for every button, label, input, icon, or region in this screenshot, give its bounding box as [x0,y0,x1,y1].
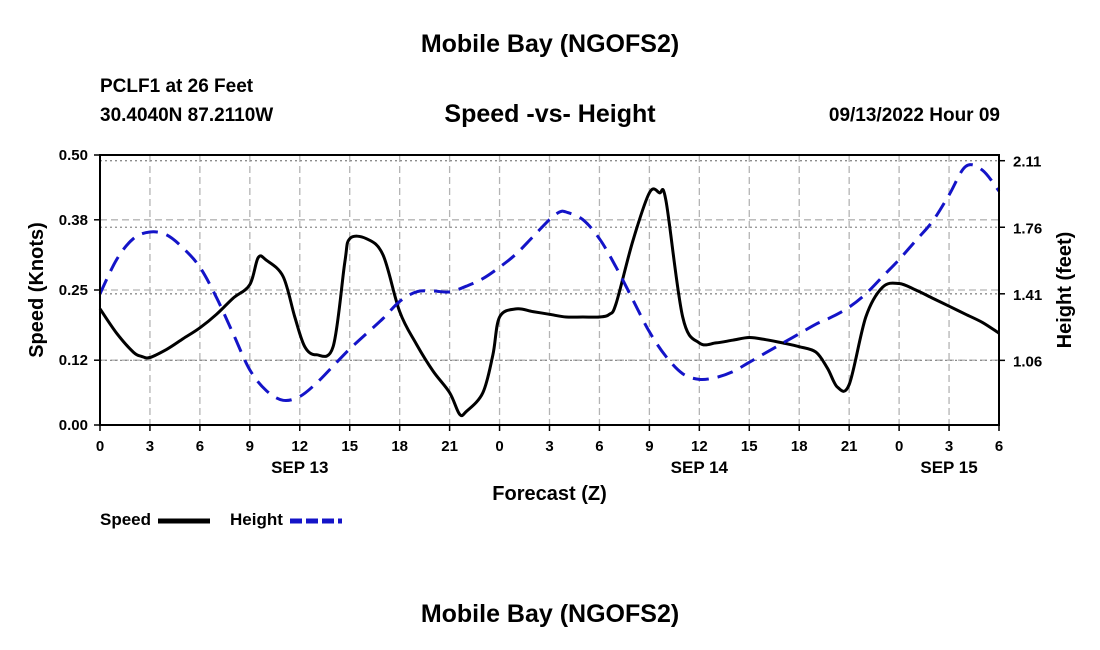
x-tick-label: 0 [495,438,503,455]
x-tick-label: 6 [995,438,1003,455]
x-tick-label: 12 [291,438,308,455]
x-tick-label: 0 [895,438,903,455]
day-label: SEP 14 [671,458,729,477]
x-tick-label: 3 [545,438,553,455]
series-line-height [98,163,1001,403]
legend: Speed Height [100,510,342,529]
x-tick-label: 21 [841,438,858,455]
y-left-tick-label: 0.00 [59,417,88,434]
station-coordinates: 30.4040N 87.2110W [100,105,274,126]
legend-label-speed: Speed [100,510,151,529]
y-right-tick-label: 1.76 [1013,220,1042,237]
x-tick-label: 21 [441,438,458,455]
y-right-tick-label: 1.41 [1013,287,1042,304]
y-left-tick-label: 0.38 [59,212,88,229]
legend-label-height: Height [230,510,283,529]
chart-title: Speed -vs- Height [444,100,656,128]
x-axis-label: Forecast (Z) [492,483,606,505]
x-tick-label: 3 [945,438,953,455]
x-tick-label: 6 [595,438,603,455]
x-tick-label: 6 [196,438,204,455]
y-axis-left-label: Speed (Knots) [26,222,48,358]
forecast-date-stamp: 09/13/2022 Hour 09 [828,105,1000,126]
x-tick-label: 18 [791,438,808,455]
y-right-tick-label: 2.11 [1013,154,1041,171]
x-tick-label: 15 [341,438,358,455]
x-tick-label: 18 [391,438,408,455]
series-layer [98,163,1001,418]
station-label: PCLF1 at 26 Feet [100,76,254,97]
series-line-speed [98,187,1000,418]
y-left-tick-label: 0.50 [59,147,88,164]
day-label: SEP 15 [920,458,977,477]
x-tick-label: 9 [645,438,653,455]
y-left-tick-label: 0.25 [59,282,88,299]
x-tick-label: 9 [246,438,254,455]
main-title: Mobile Bay (NGOFS2) [420,30,680,58]
x-tick-label: 15 [741,438,758,455]
axes: 0 3 6 9 12 15 18 21 0 3 6 9 12 15 18 21 0 3 6 SEP 13 SEP 14 S… [59,147,1042,477]
x-tick-label: 0 [96,438,104,455]
y-right-tick-label: 1.06 [1013,353,1042,370]
x-tick-label: 12 [691,438,708,455]
footer-title: Mobile Bay (NGOFS2) [420,600,680,628]
grid [100,155,999,425]
day-label: SEP 13 [271,458,328,477]
y-axis-right-label: Height (feet) [1054,232,1076,349]
y-left-tick-label: 0.12 [59,352,88,369]
x-tick-label: 3 [146,438,154,455]
